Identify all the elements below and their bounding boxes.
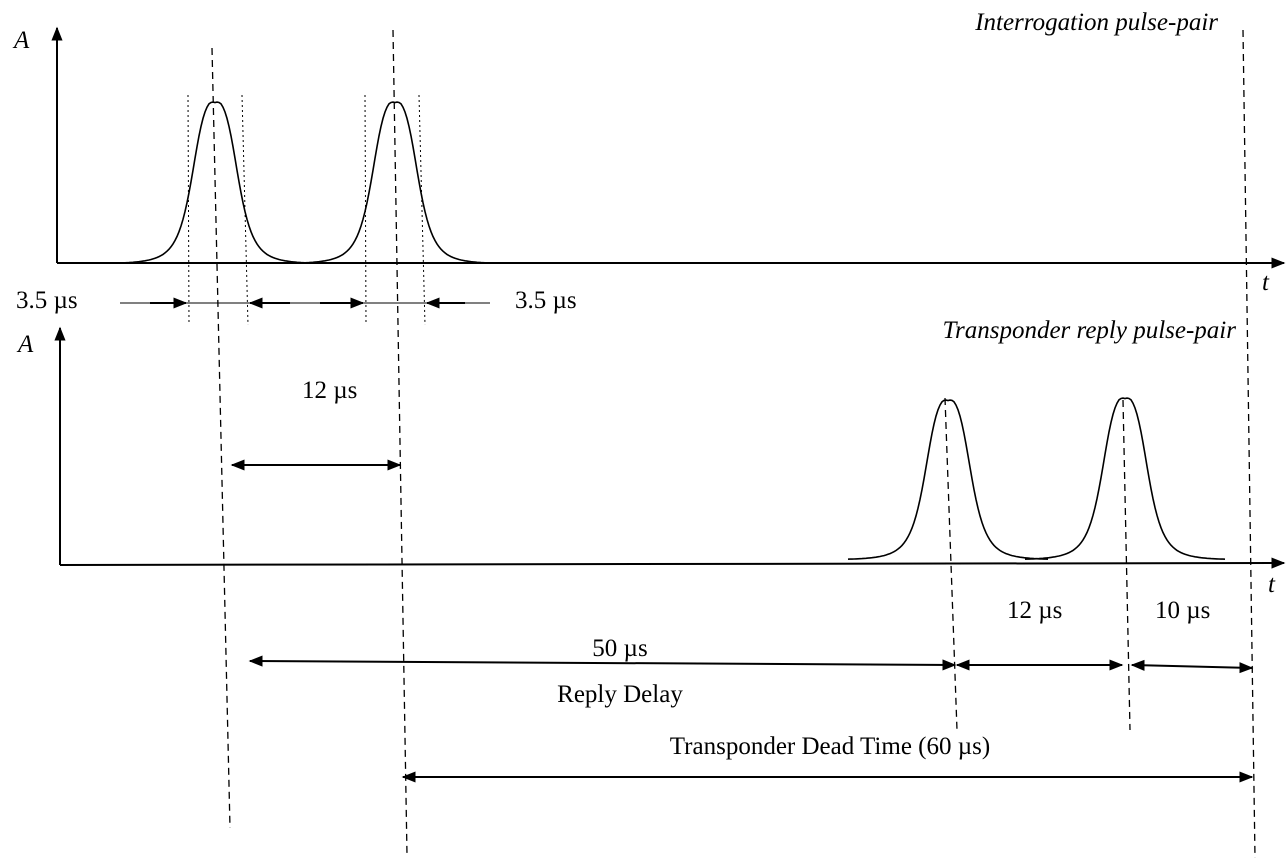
pulse	[1024, 397, 1226, 560]
title: Interrogation pulse-pair	[974, 9, 1218, 36]
pulse	[297, 101, 493, 264]
dimension-label: 12 µs	[302, 377, 357, 404]
axes	[51, 26, 1286, 569]
axis-label: t	[1262, 269, 1270, 296]
dimension-label: 50 µs	[592, 635, 647, 662]
dimension-label: 3.5 µs	[515, 287, 577, 314]
title: Transponder reply pulse-pair	[942, 317, 1236, 344]
guides	[187, 29, 1256, 859]
pulses	[117, 101, 1226, 560]
dimension-arrows	[120, 297, 1254, 783]
dimension-label: 3.5 µs	[16, 287, 78, 314]
dimension-label: Transponder Dead Time (60 µs)	[670, 733, 990, 760]
pulse	[847, 399, 1049, 560]
dimension-label: 12 µs	[1007, 597, 1062, 624]
axis-label: A	[12, 27, 30, 54]
dimension-label: Reply Delay	[557, 681, 683, 708]
pulse	[117, 101, 313, 264]
axis-label: A	[16, 331, 34, 358]
dimension-label: 10 µs	[1155, 597, 1210, 624]
axis-label: t	[1268, 571, 1276, 598]
